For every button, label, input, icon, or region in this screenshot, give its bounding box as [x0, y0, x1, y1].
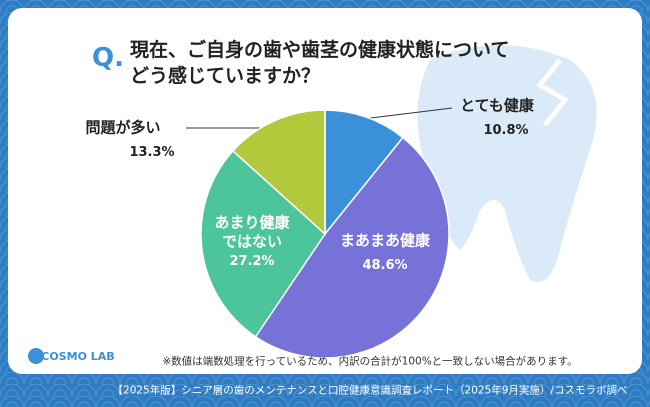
question-mark: Q.	[92, 43, 124, 73]
tooth-illustration	[417, 45, 597, 282]
value-label: 48.6%	[362, 257, 408, 273]
slice-label: あまり健康 ではない	[214, 213, 290, 250]
pie-slice	[200, 149, 326, 338]
pie-slice	[231, 109, 326, 236]
value-label: 27.2%	[229, 253, 275, 269]
pie-slice	[324, 109, 404, 237]
value-label: 13.3%	[129, 144, 175, 160]
footer: 【2025年版】シニア層の歯のメンテナンスと口腔健康意識調査レポート（2025年…	[112, 384, 628, 397]
chart-title: 現在、ご自身の歯や歯茎の健康状態について どう感じていますか？	[130, 39, 510, 87]
logo: COSMO LAB	[41, 350, 115, 364]
slice-label: 問題が多い	[85, 118, 161, 137]
value-label: 10.8%	[483, 122, 529, 138]
slice-label: とても健康	[460, 96, 534, 115]
slice-label: まあまあ健康	[339, 231, 431, 250]
tooth-crack	[536, 58, 569, 127]
pie-slice	[254, 136, 450, 359]
logo-icon	[28, 348, 44, 364]
note: ※数値は端数処理を行っているため、内訳の合計が100%と一致しない場合があります…	[162, 355, 578, 368]
